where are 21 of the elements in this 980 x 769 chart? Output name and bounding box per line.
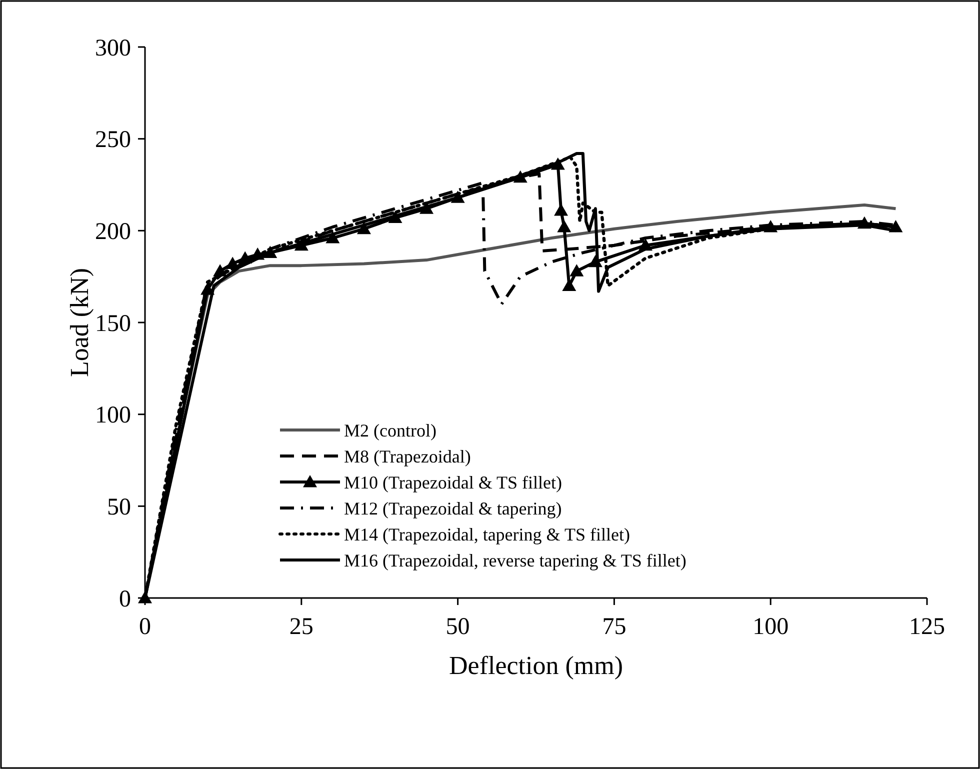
- x-axis-title: Deflection (mm): [449, 651, 623, 680]
- y-tick-label: 300: [95, 35, 131, 62]
- y-tick-label: 50: [107, 494, 131, 521]
- x-tick-label: 75: [602, 614, 626, 640]
- x-tick-label: 25: [289, 614, 314, 640]
- legend-label: M2 (control): [344, 420, 436, 440]
- x-tick-label: 125: [909, 614, 945, 640]
- y-tick-label: 100: [95, 402, 131, 429]
- y-tick-label: 200: [95, 219, 131, 246]
- legend-label: M8 (Trapezoidal): [344, 446, 471, 466]
- x-tick-label: 50: [446, 614, 470, 640]
- y-tick-label: 150: [95, 310, 131, 337]
- y-tick-label: 0: [119, 586, 131, 612]
- x-tick-label: 0: [139, 614, 151, 640]
- legend-label: M10 (Trapezoidal & TS fillet): [344, 472, 562, 492]
- legend-label: M12 (Trapezoidal & tapering): [344, 498, 562, 518]
- legend-label: M14 (Trapezoidal, tapering & TS fillet): [344, 524, 630, 544]
- x-tick-label: 100: [752, 614, 789, 640]
- y-tick-label: 250: [95, 127, 131, 154]
- y-axis-title: Load (kN): [65, 268, 94, 378]
- legend-label: M16 (Trapezoidal, reverse tapering & TS fillet): [344, 550, 686, 570]
